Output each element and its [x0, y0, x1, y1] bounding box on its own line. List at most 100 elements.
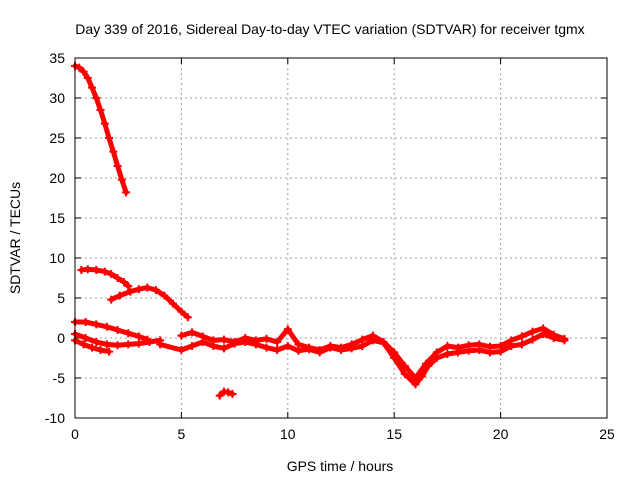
data-point: [549, 330, 558, 339]
x-tick-label: 0: [71, 426, 79, 442]
y-tick-label: 10: [49, 250, 65, 266]
data-point: [432, 348, 441, 357]
data-point: [443, 350, 452, 358]
y-axis-label: SDTVAR / TECUs: [7, 182, 23, 294]
data-point: [368, 331, 377, 340]
data-point: [168, 299, 177, 308]
data-point: [134, 332, 143, 341]
data-point: [251, 336, 260, 345]
y-tick-label: 5: [57, 290, 65, 306]
data-point: [83, 265, 92, 274]
data-point: [422, 359, 431, 368]
data-point: [560, 334, 569, 343]
data-point: [262, 343, 271, 352]
plot-frame: [74, 57, 608, 419]
data-point: [198, 332, 207, 341]
data-point: [224, 388, 233, 397]
series-trace: [108, 285, 191, 320]
data-point: [219, 344, 228, 353]
y-tick-label: 0: [57, 330, 65, 346]
data-point: [115, 291, 124, 300]
chart-title: Day 339 of 2016, Sidereal Day-to-day VTE…: [75, 21, 584, 37]
data-point: [107, 295, 116, 304]
data-point: [81, 334, 90, 342]
data-point: [107, 270, 116, 278]
data-point: [273, 346, 282, 354]
data-point: [183, 313, 192, 322]
data-point: [102, 340, 111, 349]
data-point: [124, 340, 133, 349]
data-point: [119, 278, 128, 286]
x-tick-label: 20: [493, 426, 509, 442]
x-axis-label: GPS time / hours: [287, 458, 394, 474]
data-point: [145, 338, 154, 346]
data-point: [305, 343, 314, 352]
data-point: [294, 340, 303, 349]
data-point: [113, 326, 122, 334]
series-arc-6: [107, 283, 192, 322]
data-point: [475, 340, 484, 349]
data-point: [100, 267, 109, 276]
data-point: [390, 348, 399, 357]
data-point: [105, 347, 114, 356]
data-point: [228, 390, 237, 398]
data-point: [122, 188, 131, 197]
data-point: [283, 342, 292, 350]
x-tick-label: 10: [280, 426, 296, 442]
data-point: [528, 335, 537, 344]
data-point: [507, 336, 516, 345]
data-point: [81, 318, 90, 326]
data-point: [517, 340, 526, 349]
data-point: [151, 286, 160, 294]
data-point: [143, 283, 152, 292]
data-point: [79, 67, 88, 76]
data-point: [177, 331, 186, 340]
data-point: [528, 327, 537, 336]
data-point: [88, 343, 97, 352]
data-point: [411, 374, 420, 382]
data-point: [83, 74, 92, 82]
data-point: [517, 332, 526, 341]
data-point: [88, 83, 97, 92]
data-point: [443, 342, 452, 350]
data-point: [209, 336, 218, 345]
data-point: [124, 282, 133, 290]
data-point: [113, 162, 122, 170]
data-point: [188, 342, 197, 350]
x-tick-label: 25: [599, 426, 615, 442]
data-point: [126, 287, 135, 296]
data-point: [92, 266, 101, 274]
data-point: [92, 320, 101, 329]
data-point: [96, 106, 105, 114]
data-point: [219, 335, 228, 344]
data-point: [177, 346, 186, 354]
y-tick-label: 30: [49, 90, 65, 106]
data-point: [117, 175, 126, 184]
plot-area: [71, 62, 569, 400]
data-point: [485, 342, 494, 351]
data-point: [102, 322, 111, 331]
data-point: [215, 391, 224, 400]
data-point: [230, 338, 239, 346]
data-point: [134, 285, 143, 294]
grid-lines: [75, 58, 607, 418]
series-arc-8: [77, 265, 133, 290]
data-point: [241, 334, 250, 342]
data-point: [273, 338, 282, 346]
y-tick-label: -10: [45, 410, 65, 426]
data-point: [283, 325, 292, 334]
data-point: [400, 362, 409, 370]
data-point: [134, 339, 143, 348]
y-tick-label: 25: [49, 130, 65, 146]
y-tick-label: -5: [53, 370, 66, 386]
data-point: [92, 338, 101, 346]
data-point: [109, 147, 118, 156]
data-point: [79, 340, 88, 349]
data-point: [160, 291, 169, 300]
y-tick-label: 20: [49, 170, 65, 186]
data-point: [113, 341, 122, 350]
series-main-trace-b: [177, 324, 569, 382]
data-point: [539, 324, 548, 333]
